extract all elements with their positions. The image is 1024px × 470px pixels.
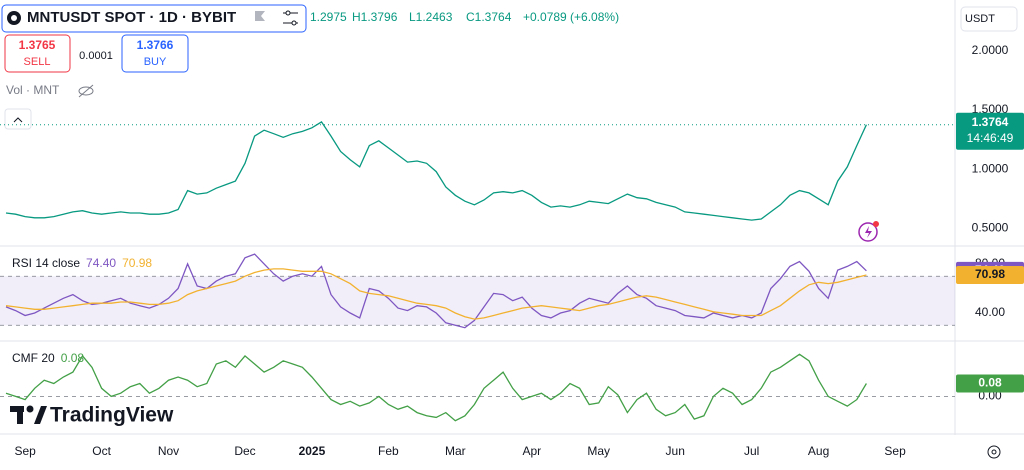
x-tick-label: Sep xyxy=(884,444,906,458)
sell-label: SELL xyxy=(24,56,51,68)
x-tick-label: May xyxy=(587,444,610,458)
x-tick-label: 2025 xyxy=(299,444,326,458)
buy-button[interactable] xyxy=(121,34,189,73)
collapse-button[interactable] xyxy=(4,108,32,130)
sell-button[interactable] xyxy=(4,34,71,73)
currency: USDT xyxy=(965,13,995,25)
y-tick-label: 2.0000 xyxy=(972,43,1009,57)
ohlc-change: +0.0789 (+6.08%) xyxy=(523,10,619,24)
value-badge xyxy=(956,374,1024,393)
alert-icon[interactable] xyxy=(858,221,879,242)
series-line xyxy=(5,121,867,221)
ohlc-low: L1.2463 xyxy=(409,10,453,24)
volume-label: Vol · MNT xyxy=(6,83,60,97)
sell-price: 1.3765 xyxy=(19,38,56,52)
ohlc-high: H1.3796 xyxy=(352,10,398,24)
ohlc-open: 1.2975 xyxy=(310,10,347,24)
x-tick-label: Jul xyxy=(744,444,759,458)
symbol-box[interactable] xyxy=(1,4,307,33)
spread: 0.0001 xyxy=(79,50,113,62)
ohlc-close: C1.3764 xyxy=(466,10,512,24)
symbol-logo xyxy=(11,15,17,21)
series-line xyxy=(5,353,867,422)
x-tick-label: Apr xyxy=(522,444,541,458)
x-tick-label: Aug xyxy=(808,444,829,458)
series-line xyxy=(5,268,867,320)
legend-title: RSI 14 close xyxy=(12,256,80,270)
value-badge xyxy=(956,266,1024,285)
y-tick-label: 0.5000 xyxy=(972,221,1009,235)
legend-title: CMF 20 xyxy=(12,351,55,365)
collapse-icon xyxy=(13,117,23,123)
countdown: 14:46:49 xyxy=(967,131,1014,145)
price-badge xyxy=(956,112,1024,150)
hide-icon[interactable] xyxy=(78,84,94,98)
indicator-legend: CMF 20 0.08 xyxy=(12,351,84,365)
watermark: TradingView xyxy=(50,404,174,427)
watermark-logo xyxy=(10,405,47,424)
symbol-title: MNTUSDT SPOT · 1D · BYBIT xyxy=(27,9,236,26)
price-badge-value: 1.3764 xyxy=(972,115,1009,129)
legend-value: 0.08 xyxy=(61,351,85,365)
x-tick-label: Sep xyxy=(14,444,36,458)
x-tick-label: Dec xyxy=(234,444,255,458)
value-badge-label: 0.08 xyxy=(978,376,1002,390)
indicator-legend: RSI 14 close 74.40 70.98 xyxy=(12,256,152,270)
x-tick-label: Oct xyxy=(92,444,111,458)
series-line xyxy=(5,253,867,329)
currency-select[interactable] xyxy=(960,6,1018,32)
legend-value: 70.98 xyxy=(122,256,152,270)
x-tick-label: Nov xyxy=(158,444,179,458)
y-tick-label: 1.0000 xyxy=(972,161,1009,175)
x-tick-label: Jun xyxy=(666,444,685,458)
buy-label: BUY xyxy=(144,56,167,68)
y-tick-label: 40.00 xyxy=(975,305,1005,319)
value-badge-label: 70.98 xyxy=(975,267,1005,281)
compare-icon[interactable] xyxy=(283,10,298,26)
x-tick-label: Mar xyxy=(445,444,466,458)
settings-icon[interactable] xyxy=(987,445,1001,459)
buy-price: 1.3766 xyxy=(137,38,174,52)
x-tick-label: Feb xyxy=(378,444,399,458)
legend-value: 74.40 xyxy=(86,256,116,270)
flag-icon[interactable] xyxy=(255,11,265,21)
